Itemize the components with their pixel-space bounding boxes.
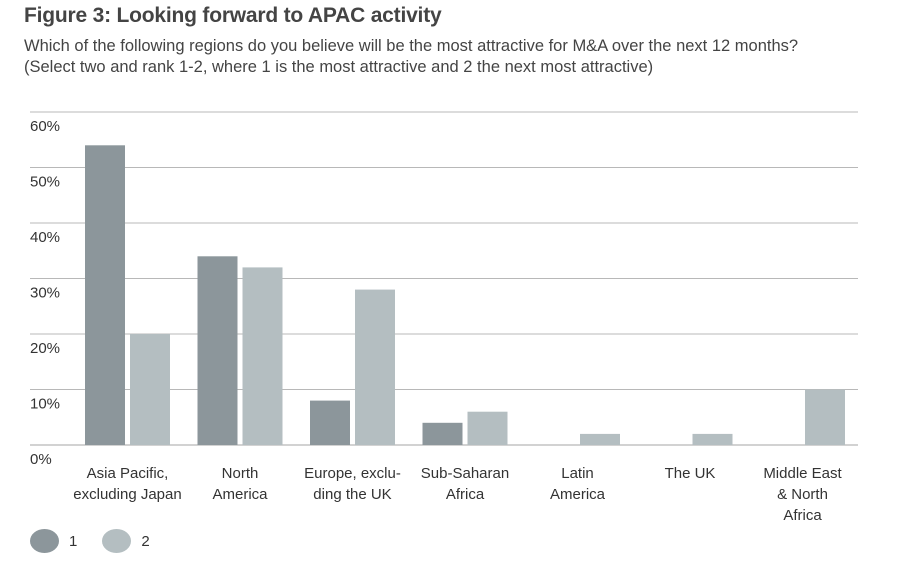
bar-series-2-cat-0 <box>130 334 170 445</box>
chart-title: Figure 3: Looking forward to APAC activi… <box>24 4 442 27</box>
x-tick-label: Europe, exclu-ding the UK <box>304 465 401 503</box>
x-tick-label: The UK <box>665 465 716 482</box>
x-tick-label: Asia Pacific, excluding Japan <box>73 465 181 503</box>
x-axis-labels: Asia Pacific, excluding Japan North America… <box>73 465 842 524</box>
bar-series-2-cat-2 <box>355 289 395 445</box>
bar-series-2-cat-6 <box>805 389 845 445</box>
x-tick-label: Latin America <box>550 465 606 503</box>
bar-series-1-cat-3 <box>422 422 463 445</box>
legend: 1 2 <box>30 529 175 553</box>
legend-swatch-2 <box>102 529 132 553</box>
y-tick-label: 20% <box>30 340 60 357</box>
y-axis-ticks: 0% 10% 20% 30% 40% 50% 60% <box>30 118 60 468</box>
bar-series-2-cat-1 <box>242 267 283 445</box>
bar-series-2-cat-4 <box>580 433 620 445</box>
chart-subtitle: Which of the following regions do you be… <box>24 36 884 78</box>
bar-series-1-cat-0 <box>85 145 125 446</box>
y-tick-label: 60% <box>30 118 60 135</box>
legend-label-1: 1 <box>69 532 78 550</box>
bar-series-2-cat-5 <box>692 433 733 445</box>
legend-item-1: 1 <box>30 529 77 553</box>
bar-series-1-cat-2 <box>310 400 350 445</box>
x-tick-label: North America <box>212 465 268 503</box>
bars <box>85 145 845 446</box>
x-tick-label: Sub-Saharan Africa <box>421 465 509 503</box>
legend-swatch-1 <box>30 529 59 553</box>
y-tick-label: 0% <box>30 451 52 468</box>
y-tick-label: 30% <box>30 285 60 302</box>
subtitle-line-1: Which of the following regions do you be… <box>24 37 799 55</box>
bar-series-2-cat-3 <box>467 411 508 445</box>
subtitle-line-2: (Select two and rank 1-2, where 1 is the… <box>24 58 654 76</box>
y-tick-label: 10% <box>30 396 60 413</box>
y-tick-label: 40% <box>30 229 60 246</box>
legend-label-2: 2 <box>141 532 150 550</box>
bar-series-1-cat-1 <box>197 256 238 445</box>
legend-item-2: 2 <box>102 529 150 553</box>
y-tick-label: 50% <box>30 174 60 191</box>
x-tick-label: Middle East & North Africa <box>763 465 842 524</box>
